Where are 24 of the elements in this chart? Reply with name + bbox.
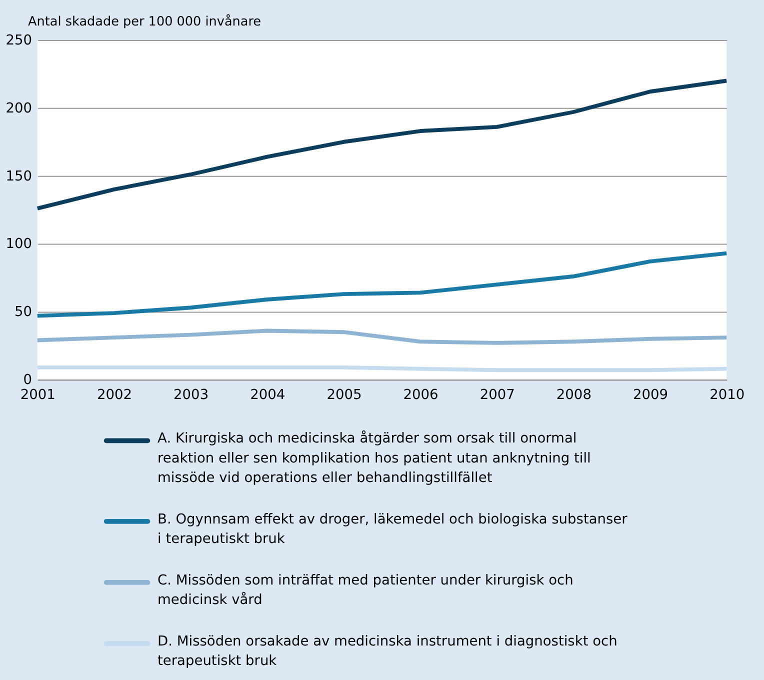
x-tick-label: 2007 xyxy=(480,386,515,403)
line-series xyxy=(35,328,729,345)
line-series xyxy=(35,251,729,318)
x-tick-label: 2001 xyxy=(20,386,56,403)
line-series xyxy=(35,78,729,210)
y-tick-label: 150 xyxy=(6,168,32,184)
legend-label: A. Kirurgiska och medicinska åtgärder som orsak till onormal reaktion eller sen komplikation hos patient utan anknytning till missöde vid operations eller behandlingstillfället xyxy=(158,430,591,486)
y-tick-label: 50 xyxy=(14,304,32,320)
y-tick-label: 200 xyxy=(6,100,32,116)
y-tick-label: 0 xyxy=(23,372,32,388)
x-tick-label: 2009 xyxy=(632,386,668,403)
legend-label: B. Ogynnsam effekt av droger, läkemedel och biologiska substanser i terapeutiskt bruk xyxy=(158,511,628,548)
x-tick-label: 2005 xyxy=(326,386,362,403)
x-tick-label: 2004 xyxy=(250,386,286,403)
x-tick-label: 2010 xyxy=(710,386,745,403)
x-tick-label: 2003 xyxy=(174,386,209,403)
legend-label: C. Missöden som inträffat med patienter under kirurgisk och medicinsk vård xyxy=(158,572,574,608)
x-tick-label: 2008 xyxy=(556,386,592,403)
legend-label: D. Missöden orsakade av medicinska instrument i diagnostiskt och terapeutiskt bruk xyxy=(158,633,618,670)
y-axis-title: Antal skadade per 100 000 invånare xyxy=(28,14,262,30)
y-tick-label: 100 xyxy=(6,236,32,252)
x-tick-label: 2002 xyxy=(96,386,132,403)
y-tick-label: 250 xyxy=(6,32,32,48)
x-tick-label: 2006 xyxy=(403,386,438,403)
